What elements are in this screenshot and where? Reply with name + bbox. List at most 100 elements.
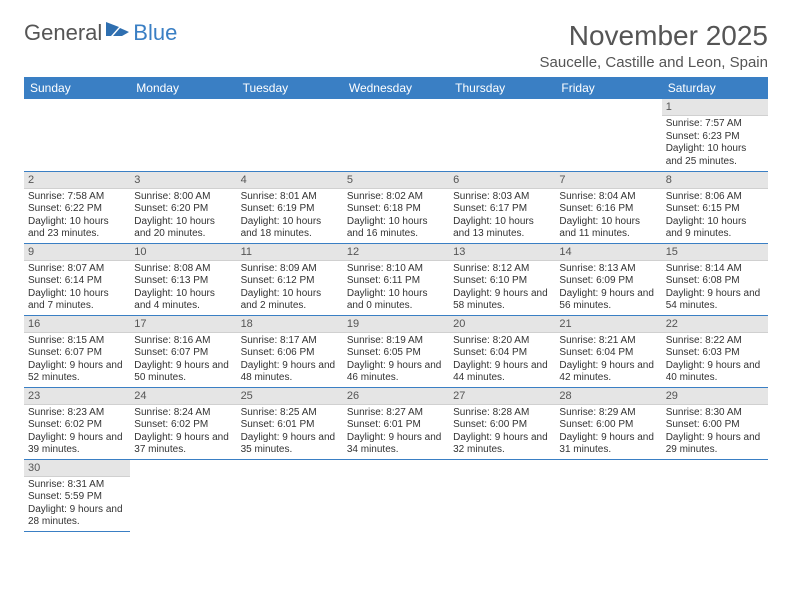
sunset-text: Sunset: 6:00 PM (666, 419, 764, 432)
sunrise-text: Sunrise: 8:27 AM (347, 407, 445, 420)
daylight-text: Daylight: 9 hours and 58 minutes. (453, 288, 551, 313)
calendar-cell: 1Sunrise: 7:57 AMSunset: 6:23 PMDaylight… (662, 99, 768, 171)
sunrise-text: Sunrise: 8:24 AM (134, 407, 232, 420)
daylight-text: Daylight: 9 hours and 40 minutes. (666, 360, 764, 385)
sunset-text: Sunset: 6:00 PM (559, 419, 657, 432)
sunrise-text: Sunrise: 8:25 AM (241, 407, 339, 420)
sunrise-text: Sunrise: 8:10 AM (347, 263, 445, 276)
sunset-text: Sunset: 6:17 PM (453, 203, 551, 216)
calendar-cell: 28Sunrise: 8:29 AMSunset: 6:00 PMDayligh… (555, 387, 661, 459)
sunset-text: Sunset: 6:03 PM (666, 347, 764, 360)
day-number: 5 (343, 172, 449, 189)
calendar-cell: 11Sunrise: 8:09 AMSunset: 6:12 PMDayligh… (237, 243, 343, 315)
calendar-cell (555, 459, 661, 531)
sunrise-text: Sunrise: 8:06 AM (666, 191, 764, 204)
sunrise-text: Sunrise: 8:21 AM (559, 335, 657, 348)
calendar-cell: 19 Sunrise: 8:19 AMSunset: 6:05 PMDayligh… (343, 315, 449, 387)
sunset-text: Sunset: 5:59 PM (28, 491, 126, 504)
calendar-week-row: 30Sunrise: 8:31 AMSunset: 5:59 PMDayligh… (24, 459, 768, 531)
sunset-text: Sunset: 6:16 PM (559, 203, 657, 216)
sunset-text: Sunset: 6:10 PM (453, 275, 551, 288)
day-number: 25 (237, 388, 343, 405)
day-details: Sunrise: 8:09 AMSunset: 6:12 PMDaylight:… (237, 261, 343, 315)
calendar-cell: 6Sunrise: 8:03 AMSunset: 6:17 PMDaylight… (449, 171, 555, 243)
day-details: Sunrise: 8:07 AMSunset: 6:14 PMDaylight:… (24, 261, 130, 315)
day-details: Sunrise: 8:20 AMSunset: 6:04 PMDaylight:… (449, 333, 555, 387)
day-number: 10 (130, 244, 236, 261)
weekday-header: Wednesday (343, 77, 449, 99)
calendar-week-row: 23Sunrise: 8:23 AMSunset: 6:02 PMDayligh… (24, 387, 768, 459)
sunrise-text: Sunrise: 8:23 AM (28, 407, 126, 420)
day-details: Sunrise: 8:24 AMSunset: 6:02 PMDaylight:… (130, 405, 236, 459)
sunset-text: Sunset: 6:06 PM (241, 347, 339, 360)
sunset-text: Sunset: 6:08 PM (666, 275, 764, 288)
day-details: Sunrise: 8:06 AMSunset: 6:15 PMDaylight:… (662, 189, 768, 243)
day-number: 18 (237, 316, 343, 333)
sunset-text: Sunset: 6:02 PM (134, 419, 232, 432)
sunset-text: Sunset: 6:04 PM (453, 347, 551, 360)
month-title: November 2025 (540, 20, 769, 52)
sunrise-text: Sunrise: 8:04 AM (559, 191, 657, 204)
sunrise-text: Sunrise: 7:57 AM (666, 118, 764, 131)
daylight-text: Daylight: 10 hours and 7 minutes. (28, 288, 126, 313)
sunset-text: Sunset: 6:01 PM (347, 419, 445, 432)
daylight-text: Daylight: 10 hours and 13 minutes. (453, 216, 551, 241)
sunset-text: Sunset: 6:02 PM (28, 419, 126, 432)
weekday-header: Thursday (449, 77, 555, 99)
sunrise-text: Sunrise: 8:19 AM (347, 335, 445, 348)
daylight-text: Daylight: 9 hours and 29 minutes. (666, 432, 764, 457)
logo-flag-icon (102, 20, 133, 46)
calendar-cell: 9Sunrise: 8:07 AMSunset: 6:14 PMDaylight… (24, 243, 130, 315)
daylight-text: Daylight: 9 hours and 56 minutes. (559, 288, 657, 313)
calendar-cell (237, 99, 343, 171)
calendar-cell: 27Sunrise: 8:28 AMSunset: 6:00 PMDayligh… (449, 387, 555, 459)
calendar-cell (662, 459, 768, 531)
daylight-text: Daylight: 9 hours and 32 minutes. (453, 432, 551, 457)
day-details: Sunrise: 8:28 AMSunset: 6:00 PMDaylight:… (449, 405, 555, 459)
daylight-text: Daylight: 10 hours and 18 minutes. (241, 216, 339, 241)
day-number: 29 (662, 388, 768, 405)
sunset-text: Sunset: 6:01 PM (241, 419, 339, 432)
calendar-cell (449, 459, 555, 531)
day-number: 11 (237, 244, 343, 261)
sunrise-text: Sunrise: 7:58 AM (28, 191, 126, 204)
sunrise-text: Sunrise: 8:28 AM (453, 407, 551, 420)
sunset-text: Sunset: 6:19 PM (241, 203, 339, 216)
daylight-text: Daylight: 9 hours and 46 minutes. (347, 360, 445, 385)
calendar-cell: 25Sunrise: 8:25 AMSunset: 6:01 PMDayligh… (237, 387, 343, 459)
logo: General Blue (24, 20, 177, 46)
daylight-text: Daylight: 10 hours and 0 minutes. (347, 288, 445, 313)
daylight-text: Daylight: 10 hours and 9 minutes. (666, 216, 764, 241)
sunset-text: Sunset: 6:05 PM (347, 347, 445, 360)
day-details: Sunrise: 8:08 AMSunset: 6:13 PMDaylight:… (130, 261, 236, 315)
calendar-cell: 26Sunrise: 8:27 AMSunset: 6:01 PMDayligh… (343, 387, 449, 459)
daylight-text: Daylight: 9 hours and 44 minutes. (453, 360, 551, 385)
day-details: Sunrise: 8:21 AMSunset: 6:04 PMDaylight:… (555, 333, 661, 387)
calendar-cell (343, 99, 449, 171)
sunset-text: Sunset: 6:12 PM (241, 275, 339, 288)
day-details: Sunrise: 8:27 AMSunset: 6:01 PMDaylight:… (343, 405, 449, 459)
day-details: Sunrise: 8:31 AMSunset: 5:59 PMDaylight:… (24, 477, 130, 531)
day-details: Sunrise: 8:12 AMSunset: 6:10 PMDaylight:… (449, 261, 555, 315)
sunrise-text: Sunrise: 8:16 AM (134, 335, 232, 348)
day-number: 26 (343, 388, 449, 405)
sunrise-text: Sunrise: 8:22 AM (666, 335, 764, 348)
day-number: 21 (555, 316, 661, 333)
daylight-text: Daylight: 9 hours and 28 minutes. (28, 504, 126, 529)
sunset-text: Sunset: 6:11 PM (347, 275, 445, 288)
day-details: Sunrise: 8:23 AMSunset: 6:02 PMDaylight:… (24, 405, 130, 459)
calendar-cell (555, 99, 661, 171)
day-number: 7 (555, 172, 661, 189)
day-number: 16 (24, 316, 130, 333)
sunrise-text: Sunrise: 8:00 AM (134, 191, 232, 204)
calendar-cell: 14Sunrise: 8:13 AMSunset: 6:09 PMDayligh… (555, 243, 661, 315)
calendar-cell: 22Sunrise: 8:22 AMSunset: 6:03 PMDayligh… (662, 315, 768, 387)
daylight-text: Daylight: 10 hours and 11 minutes. (559, 216, 657, 241)
calendar-cell (449, 99, 555, 171)
day-details: Sunrise: 8:25 AMSunset: 6:01 PMDaylight:… (237, 405, 343, 459)
weekday-header: Tuesday (237, 77, 343, 99)
weekday-header: Monday (130, 77, 236, 99)
sunset-text: Sunset: 6:00 PM (453, 419, 551, 432)
day-number: 19 (343, 316, 449, 333)
day-number: 1 (662, 99, 768, 116)
